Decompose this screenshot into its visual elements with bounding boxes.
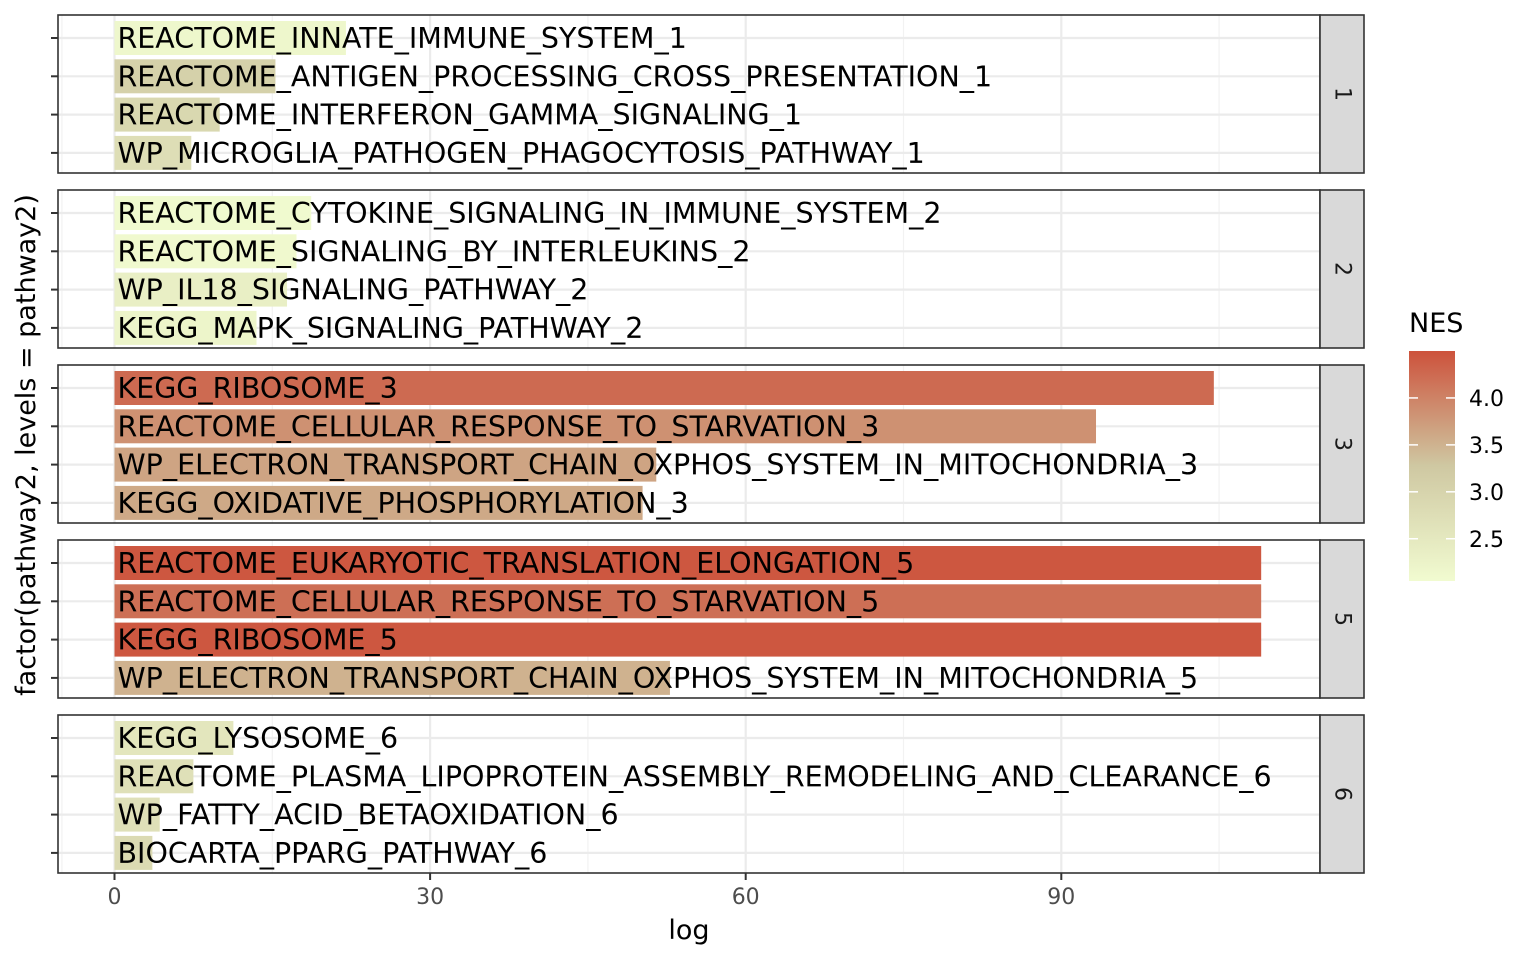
facet-strip-label: 1	[1330, 87, 1355, 101]
facet-panel-5: REACTOME_EUKARYOTIC_TRANSLATION_ELONGATI…	[51, 539, 1365, 699]
bar-label: REACTOME_CELLULAR_RESPONSE_TO_STARVATION…	[118, 585, 880, 618]
legend-tick-label: 4.0	[1469, 387, 1504, 412]
facet-strip-label: 5	[1330, 612, 1355, 626]
legend-tick-label: 3.0	[1469, 481, 1504, 506]
bar-label: REACTOME_INTERFERON_GAMMA_SIGNALING_1	[118, 99, 803, 132]
facet-panel-3: KEGG_RIBOSOME_3 REACTOME_CELLULAR_RESPONS…	[51, 364, 1365, 524]
panel-background	[58, 715, 1320, 873]
bar	[114, 721, 234, 755]
facet-strip	[1319, 364, 1365, 524]
bar	[114, 485, 643, 520]
legend: NES 4.0 3.5 3.0 2.5	[1409, 308, 1504, 581]
bar-label: KEGG_OXIDATIVE_PHOSPHORYLATION_3	[118, 487, 689, 520]
bar-label: WP_MICROGLIA_PATHOGEN_PHAGOCYTOSIS_PATHW…	[118, 137, 925, 170]
facet-strip-label: 6	[1330, 787, 1355, 801]
bar-label: REACTOME_INNATE_IMMUNE_SYSTEM_1	[118, 22, 687, 55]
legend-ticks: 4.0 3.5 3.0 2.5	[1409, 387, 1504, 553]
bar	[114, 660, 670, 695]
x-tick-label: 90	[1047, 885, 1075, 910]
bar-label: REACTOME_PLASMA_LIPOPROTEIN_ASSEMBLY_REM…	[118, 760, 1272, 793]
bar-label: WP_IL18_SIGNALING_PATHWAY_2	[118, 274, 589, 307]
facet-panel-1: REACTOME_INNATE_IMMUNE_SYSTEM_1 REACTOME_…	[51, 14, 1365, 174]
bar-label: REACTOME_SIGNALING_BY_INTERLEUKINS_2	[118, 235, 751, 268]
x-axis: 0 30 60 90	[108, 873, 1075, 910]
bar	[114, 409, 1097, 444]
bar	[114, 797, 160, 832]
bar	[114, 135, 192, 170]
facet-strip-label: 2	[1330, 262, 1355, 276]
bar	[114, 371, 1214, 405]
bar-label: WP_ELECTRON_TRANSPORT_CHAIN_OXPHOS_SYSTE…	[118, 449, 1199, 482]
facet-panel-2: REACTOME_CYTOKINE_SIGNALING_IN_IMMUNE_SY…	[51, 189, 1365, 349]
bar	[114, 759, 194, 794]
bar-label: REACTOME_EUKARYOTIC_TRANSLATION_ELONGATI…	[118, 547, 915, 580]
x-tick-label: 60	[732, 885, 760, 910]
bar	[114, 59, 276, 94]
bar-labels: KEGG_LYSOSOME_6 REACTOME_PLASMA_LIPOPROTE…	[118, 722, 1272, 870]
bar-label: WP_FATTY_ACID_BETAOXIDATION_6	[118, 799, 619, 832]
legend-colorbar	[1409, 351, 1455, 581]
facet-panel-6: KEGG_LYSOSOME_6 REACTOME_PLASMA_LIPOPROTE…	[51, 714, 1365, 874]
bar	[114, 835, 153, 870]
bar-labels: REACTOME_CYTOKINE_SIGNALING_IN_IMMUNE_SY…	[118, 197, 942, 345]
bar-labels: KEGG_RIBOSOME_3 REACTOME_CELLULAR_RESPONS…	[118, 372, 1199, 520]
bar-labels: REACTOME_EUKARYOTIC_TRANSLATION_ELONGATI…	[118, 547, 1199, 695]
x-tick-label: 30	[416, 885, 444, 910]
bar	[114, 584, 1262, 619]
legend-tick-label: 3.5	[1469, 434, 1504, 459]
bar-label: REACTOME_CYTOKINE_SIGNALING_IN_IMMUNE_SY…	[118, 197, 942, 230]
bar-label: KEGG_RIBOSOME_3	[118, 372, 398, 405]
bar	[114, 546, 1262, 580]
x-axis-label: log	[668, 915, 709, 946]
facet-strip	[1319, 714, 1365, 874]
bar-label: KEGG_LYSOSOME_6	[118, 722, 399, 755]
facet-strip	[1319, 14, 1365, 174]
bar	[114, 234, 297, 269]
bar-labels: REACTOME_INNATE_IMMUNE_SYSTEM_1 REACTOME_…	[118, 22, 993, 170]
panels: REACTOME_INNATE_IMMUNE_SYSTEM_1 REACTOME_…	[51, 14, 1365, 874]
bar	[114, 272, 288, 307]
bar	[114, 196, 312, 230]
y-axis-label: factor(pathway2, levels = pathway2)	[11, 194, 42, 696]
legend-tick-label: 2.5	[1469, 528, 1504, 553]
bar-label: BIOCARTA_PPARG_PATHWAY_6	[118, 837, 548, 870]
bar	[114, 97, 220, 132]
bar	[114, 622, 1262, 657]
bar-label: WP_ELECTRON_TRANSPORT_CHAIN_OXPHOS_SYSTE…	[118, 662, 1199, 695]
facet-strip	[1319, 189, 1365, 349]
bar-label: REACTOME_CELLULAR_RESPONSE_TO_STARVATION…	[118, 410, 880, 443]
facet-strip	[1319, 539, 1365, 699]
legend-title: NES	[1409, 308, 1463, 339]
bar-label: REACTOME_ANTIGEN_PROCESSING_CROSS_PRESEN…	[118, 60, 993, 93]
facet-strip-label: 3	[1330, 437, 1355, 451]
bar-label: KEGG_RIBOSOME_5	[118, 624, 398, 657]
bar	[114, 21, 346, 55]
x-tick-label: 0	[108, 885, 122, 910]
bar-label: KEGG_MAPK_SIGNALING_PATHWAY_2	[118, 312, 644, 345]
bar	[114, 310, 257, 345]
bar	[114, 447, 657, 482]
